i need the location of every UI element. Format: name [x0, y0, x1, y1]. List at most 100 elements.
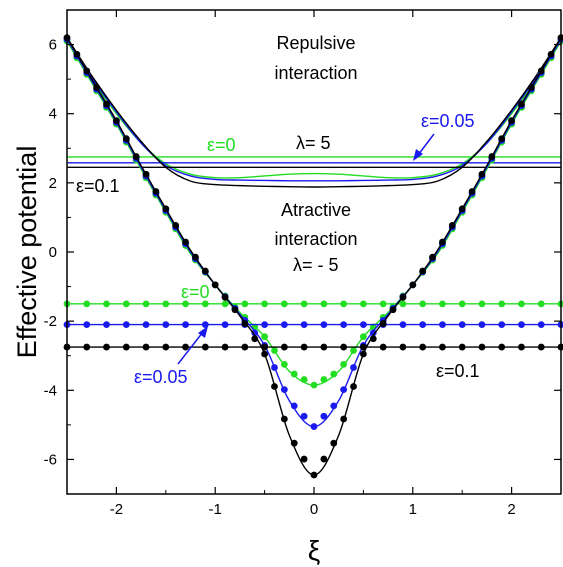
axes-layer: -2 -1 0 1 2 -6 -4 -2 0 2 4 6 [44, 9, 562, 518]
y-tick-label: 6 [49, 37, 57, 54]
potential-point-neg-eps01 [113, 117, 120, 125]
potential-point-neg-eps01 [83, 67, 91, 75]
energy-point-neg-eps01 [320, 343, 328, 351]
energy-point-neg-eps0 [518, 300, 525, 308]
potential-curve-pos-eps01 [66, 37, 562, 188]
potential-point-neg-eps01 [182, 238, 189, 246]
potential-point-neg-eps0 [280, 360, 288, 368]
x-tick-label: 0 [310, 501, 318, 518]
energy-point-neg-eps0 [439, 300, 446, 308]
potential-point-neg-eps0 [330, 370, 338, 378]
potential-point-neg-eps01 [251, 335, 259, 343]
energy-point-neg-eps0 [419, 300, 427, 308]
eps0-lower-label: ε=0 [181, 282, 210, 302]
potential-point-neg-eps01 [448, 221, 456, 229]
potential-point-neg-eps01 [439, 238, 446, 246]
potential-point-neg-eps0 [350, 347, 357, 354]
energy-point-neg-eps005 [360, 321, 367, 328]
eps005-upper-arrow-shaft [417, 133, 435, 156]
energy-point-neg-eps01 [419, 343, 427, 351]
potential-point-neg-eps005 [310, 423, 318, 430]
potential-point-neg-eps01 [360, 350, 367, 358]
energy-point-neg-eps01 [439, 343, 446, 351]
potential-point-neg-eps01 [290, 439, 298, 447]
energy-point-neg-eps005 [103, 321, 110, 328]
potential-point-neg-eps01 [300, 455, 308, 463]
x-tick-label: -2 [110, 501, 123, 518]
potential-point-neg-eps005 [369, 329, 377, 337]
potential-point-neg-eps01 [152, 188, 160, 195]
potential-point-neg-eps01 [527, 84, 535, 91]
y-tick-label: 4 [49, 106, 57, 123]
eps005-upper-label: ε=0.05 [421, 111, 475, 131]
potential-point-neg-eps01 [192, 253, 199, 261]
energy-point-neg-eps01 [340, 343, 348, 351]
energy-point-neg-eps0 [537, 300, 545, 308]
energy-point-neg-eps01 [201, 343, 209, 351]
energy-point-neg-eps0 [399, 300, 407, 308]
energy-point-neg-eps005 [399, 321, 407, 328]
energy-point-neg-eps005 [182, 321, 189, 328]
potential-point-neg-eps01 [458, 205, 466, 213]
energy-point-neg-eps01 [241, 343, 249, 351]
potential-point-neg-eps01 [211, 281, 219, 289]
energy-point-neg-eps005 [537, 321, 545, 328]
potential-point-neg-eps01 [537, 67, 545, 75]
potential-point-neg-eps01 [172, 221, 180, 229]
potential-point-neg-eps01 [488, 153, 496, 160]
energy-point-neg-eps005 [458, 321, 466, 328]
energy-point-neg-eps005 [122, 321, 130, 328]
energy-point-neg-eps0 [83, 300, 91, 308]
energy-point-neg-eps01 [122, 343, 130, 351]
eps0-upper-label: ε=0 [207, 135, 236, 155]
energy-point-neg-eps0 [498, 300, 506, 308]
y-tick-label: 0 [49, 244, 57, 261]
potential-point-neg-eps01 [508, 117, 515, 125]
lambda-positive-label: λ= 5 [296, 133, 331, 153]
x-tick-label: -1 [209, 501, 222, 518]
eps005-lower-arrow-head [198, 326, 208, 338]
potential-point-neg-eps01 [122, 135, 130, 143]
energy-point-neg-eps01 [162, 343, 170, 351]
energy-point-neg-eps0 [458, 300, 466, 308]
eps01-upper-label: ε=0.1 [76, 176, 120, 196]
energy-point-neg-eps005 [498, 321, 506, 328]
potential-point-neg-eps01 [320, 455, 328, 463]
potential-point-neg-eps01 [350, 383, 357, 390]
potential-point-neg-eps01 [310, 471, 318, 479]
potential-point-neg-eps005 [271, 364, 278, 371]
energy-point-neg-eps01 [537, 343, 545, 351]
energy-point-neg-eps005 [261, 321, 268, 328]
energy-point-neg-eps01 [280, 343, 288, 351]
potential-point-neg-eps01 [221, 293, 229, 301]
lambda-negative-label: λ= - 5 [293, 255, 339, 275]
energy-point-neg-eps005 [162, 321, 170, 328]
potential-point-neg-eps01 [231, 306, 239, 314]
eps01-lower-label: ε=0.1 [436, 361, 480, 381]
potential-point-neg-eps005 [300, 412, 308, 420]
energy-point-neg-eps01 [458, 343, 466, 351]
potential-point-neg-eps01 [518, 100, 525, 108]
energy-point-neg-eps01 [498, 343, 506, 351]
potential-point-neg-eps01 [330, 439, 338, 447]
potential-curve-pos-eps005 [66, 39, 562, 182]
attractive-label-line1: Atractive [281, 200, 351, 220]
potential-point-neg-eps0 [290, 370, 298, 378]
potential-point-neg-eps01 [132, 153, 140, 160]
energy-point-neg-eps01 [399, 343, 407, 351]
energy-point-neg-eps0 [103, 300, 110, 308]
energy-point-neg-eps005 [83, 321, 91, 328]
potential-point-neg-eps01 [93, 84, 101, 91]
potential-point-neg-eps01 [280, 415, 288, 423]
potential-point-neg-eps01 [419, 267, 427, 275]
potential-point-neg-eps0 [271, 347, 278, 354]
energy-point-neg-eps005 [300, 321, 308, 328]
potential-point-neg-eps0 [300, 376, 308, 383]
energy-point-neg-eps0 [201, 300, 209, 308]
attractive-label-line2: interaction [274, 229, 357, 249]
potential-point-neg-eps01 [498, 135, 506, 143]
potential-point-neg-eps01 [271, 383, 278, 390]
potential-point-neg-eps0 [310, 381, 318, 389]
y-tick-label: -4 [44, 382, 57, 399]
